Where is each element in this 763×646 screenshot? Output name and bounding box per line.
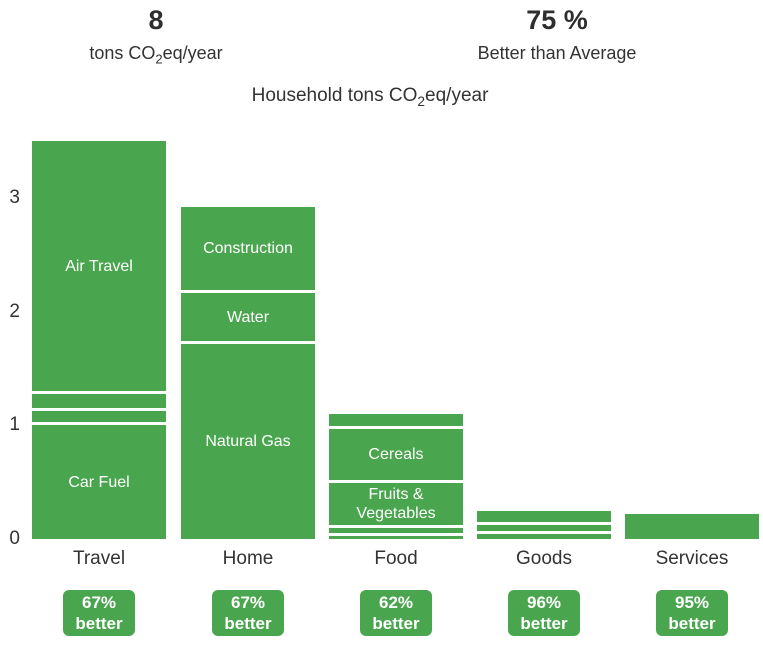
footprint-unit: tons CO2eq/year: [89, 43, 223, 67]
badge-services-word: better: [668, 614, 716, 633]
category-label-goods: Goods: [516, 548, 572, 569]
bar-segment-label: Cereals: [368, 446, 424, 463]
bar-segment-unlabeled: [329, 536, 463, 539]
badge-travel: 67% better: [63, 590, 135, 636]
bar-segment-label: Fruits & Vegetables: [356, 486, 436, 522]
bar-segment-unlabeled: [329, 528, 463, 533]
bar-segment-fruits-vegetables: Fruits & Vegetables: [329, 483, 463, 525]
category-label-home: Home: [222, 548, 274, 569]
bar-segment-water: Water: [181, 293, 315, 341]
badge-services-percent: 95%: [674, 593, 710, 612]
y-axis-tick-label: 2: [9, 300, 20, 322]
column-home: Construction Water Natural Gas Home 67% be…: [181, 0, 315, 646]
bar-segment-cereals: Cereals: [329, 429, 463, 480]
bar-segment-unlabeled: [329, 414, 463, 426]
bar-segment-unlabeled: [625, 514, 759, 539]
y-axis-tick-label: 0: [9, 528, 20, 549]
bar-travel: Air Travel Car Fuel: [32, 138, 166, 539]
footprint-stat: 8 tons CO2eq/year: [36, 4, 276, 71]
bar-segment-label: Construction: [203, 240, 293, 257]
y-axis-tick-label: 1: [9, 414, 20, 436]
better-than-average-stat: 75 % Better than Average: [437, 4, 677, 64]
bar-segment-label: Natural Gas: [205, 433, 291, 450]
category-label-travel: Travel: [72, 548, 126, 569]
category-label-food: Food: [374, 548, 418, 569]
bar-segment-natural-gas: Natural Gas: [181, 344, 315, 539]
better-than-average-value: 75 %: [526, 5, 588, 35]
bar-segment-unlabeled: [477, 534, 611, 539]
bar-services: [625, 511, 759, 539]
bar-segment-label: Water: [226, 308, 270, 326]
bar-home: Construction Water Natural Gas: [181, 204, 315, 539]
column-goods: Goods 96% better: [477, 0, 611, 646]
bar-segment-construction: Construction: [181, 207, 315, 290]
badge-services: 95% better: [656, 590, 728, 636]
bar-goods: [477, 508, 611, 539]
bar-segment-unlabeled: [32, 411, 166, 422]
bar-segment-car-fuel: Car Fuel: [32, 425, 166, 539]
bar-segment-unlabeled: [32, 394, 166, 408]
bar-segment-air-travel: Air Travel: [32, 141, 166, 391]
better-than-average-label: Better than Average: [477, 43, 637, 63]
badge-goods-word: better: [520, 614, 568, 633]
bar-segment-unlabeled: [477, 511, 611, 522]
bar-segment-label: Car Fuel: [68, 473, 130, 491]
badge-home-word: better: [224, 614, 272, 633]
footprint-value: 8: [148, 5, 164, 35]
badge-goods-percent: 96%: [526, 593, 562, 612]
badge-food: 62% better: [360, 590, 432, 636]
bar-food: Cereals Fruits & Vegetables: [329, 411, 463, 539]
bar-segment-label: Air Travel: [65, 257, 133, 275]
category-label-services: Services: [655, 548, 729, 569]
bar-segment-unlabeled: [477, 525, 611, 531]
badge-home: 67% better: [212, 590, 284, 636]
badge-home-percent: 67%: [230, 593, 266, 612]
y-axis-tick-label: 3: [9, 187, 20, 209]
badge-travel-word: better: [75, 614, 123, 633]
column-travel: Air Travel Car Fuel Travel 67% better: [32, 0, 166, 646]
column-services: Services 95% better: [625, 0, 759, 646]
badge-travel-percent: 67%: [81, 593, 117, 612]
badge-food-percent: 62%: [378, 593, 414, 612]
badge-goods: 96% better: [508, 590, 580, 636]
column-food: Cereals Fruits & Vegetables Food 62% bett…: [329, 0, 463, 646]
chart-title: Household tons CO2eq/year: [251, 85, 489, 109]
badge-food-word: better: [372, 614, 420, 633]
